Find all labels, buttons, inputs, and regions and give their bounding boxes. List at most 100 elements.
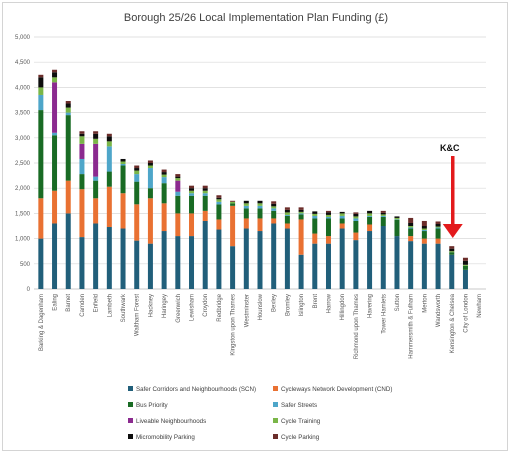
annotation-arrow-head — [442, 224, 463, 238]
bar-segment — [271, 208, 277, 211]
bar-segment — [106, 141, 112, 147]
bar-segment — [120, 193, 126, 229]
chart-frame — [2, 2, 508, 451]
bar-segment — [106, 186, 112, 228]
bar-segment — [312, 233, 318, 244]
bar-segment — [120, 158, 126, 162]
x-tick-label: Westminster — [244, 294, 250, 327]
y-tick-label: 500 — [20, 262, 31, 268]
bar-segment — [216, 199, 222, 202]
bar-segment — [339, 223, 345, 229]
x-tick-label: Southwark — [121, 293, 127, 322]
x-tick-label: Brent — [313, 294, 319, 309]
bar-segment — [52, 132, 58, 136]
legend-label: Bus Priority — [136, 402, 169, 409]
bar-segment — [175, 191, 181, 196]
bar-segment — [339, 213, 345, 216]
bar-segment — [230, 200, 236, 202]
bar-segment — [106, 136, 112, 142]
bar-segment — [284, 207, 290, 210]
bar-segment — [134, 165, 140, 169]
bar-segment — [134, 204, 140, 241]
x-tick-label: Richmond upon Thames — [354, 294, 360, 359]
bar-segment — [449, 254, 455, 289]
bar-segment — [52, 223, 58, 289]
bar-segment — [312, 213, 318, 216]
bar-segment — [93, 143, 99, 177]
bar-segment — [38, 87, 44, 95]
bar-segment — [367, 224, 373, 232]
legend-label: Cycle Training — [281, 418, 321, 425]
bar-segment — [449, 252, 455, 255]
bar-segment — [120, 161, 126, 165]
legend-swatch — [273, 418, 278, 423]
bar-segment — [216, 195, 222, 198]
bar-segment — [284, 223, 290, 229]
bar-segment — [230, 246, 236, 289]
bar-segment — [394, 217, 400, 220]
bar-segment — [339, 228, 345, 289]
legend-swatch — [273, 386, 278, 391]
x-tick-label: Sutton — [395, 294, 401, 311]
bar-segment — [408, 227, 414, 229]
bar-segment — [421, 238, 427, 244]
bar-segment — [93, 180, 99, 199]
bar-segment — [79, 143, 85, 159]
bar-segment — [65, 103, 71, 108]
bar-segment — [202, 210, 208, 221]
legend-label: Cycleways Network Development (CND) — [281, 386, 392, 393]
bar-segment — [147, 243, 153, 289]
x-tick-label: Bexley — [272, 294, 278, 312]
x-axis-ticks: Barking & Dagenham Ealing Barnet Camden Enfi… — [39, 293, 483, 359]
bar-segment — [216, 201, 222, 205]
x-tick-label: Lambeth — [107, 294, 113, 317]
chart-title: Borough 25/26 Local Implementation Plan … — [124, 12, 388, 24]
bar-segment — [106, 171, 112, 187]
bar-segment — [284, 214, 290, 216]
bar-segment — [38, 110, 44, 199]
bar-segment — [161, 177, 167, 184]
bar-segment — [134, 240, 140, 289]
legend-label: Safer Streets — [281, 402, 317, 409]
bars — [38, 69, 468, 289]
bar-segment — [394, 219, 400, 237]
bar-segment — [52, 72, 58, 78]
bar-segment — [408, 241, 414, 289]
bar-segment — [257, 205, 263, 209]
y-tick-label: 1,500 — [15, 211, 31, 217]
bar-segment — [65, 213, 71, 289]
bar-segment — [189, 236, 195, 289]
bar-segment — [216, 197, 222, 200]
x-tick-label: Croydon — [203, 294, 209, 317]
bar-segment — [312, 215, 318, 219]
y-tick-label: 4,000 — [15, 85, 31, 91]
x-tick-label: Camden — [80, 294, 86, 317]
bar-segment — [161, 172, 167, 175]
bar-segment — [435, 221, 441, 224]
x-tick-label: Barking & Dagenham — [39, 294, 45, 351]
bar-segment — [189, 195, 195, 214]
bar-segment — [175, 174, 181, 177]
bar-segment — [421, 231, 427, 239]
bar-segment — [175, 213, 181, 237]
bar-segment — [339, 215, 345, 219]
bar-segment — [462, 269, 468, 289]
bar-segment — [147, 198, 153, 244]
bar-segment — [421, 228, 427, 231]
bar-segment — [380, 215, 386, 217]
x-tick-label: Havering — [368, 294, 374, 318]
y-tick-label: 2,000 — [15, 186, 31, 192]
x-tick-label: Wandsworth — [436, 294, 442, 327]
bar-segment — [216, 229, 222, 289]
legend: Safer Corridors and Neighbourhoods (SCN)… — [128, 386, 392, 441]
bar-segment — [202, 193, 208, 196]
bar-segment — [202, 190, 208, 194]
bar-segment — [462, 260, 468, 265]
bar-segment — [271, 201, 277, 204]
bar-segment — [134, 170, 140, 175]
bar-segment — [353, 218, 359, 221]
legend-swatch — [273, 434, 278, 439]
annotation-label: K&C — [440, 143, 460, 153]
x-tick-label: Waltham Forest — [135, 294, 141, 336]
